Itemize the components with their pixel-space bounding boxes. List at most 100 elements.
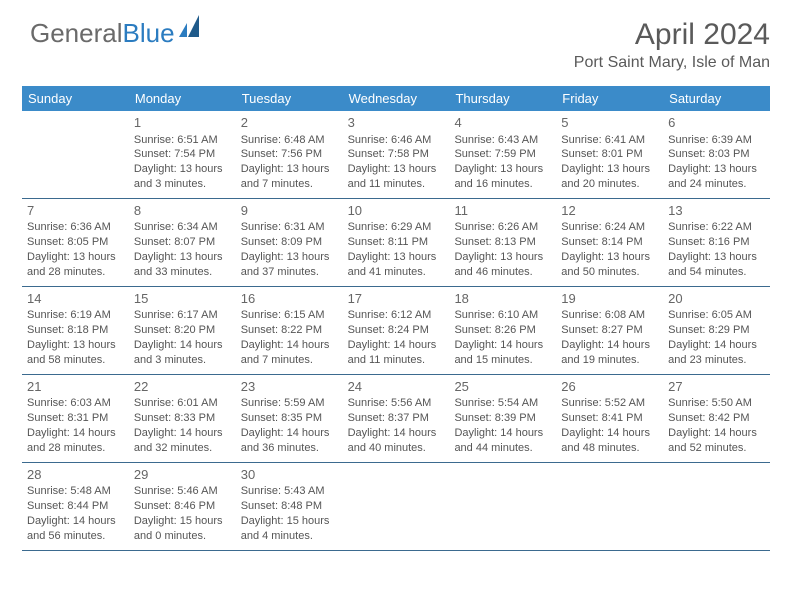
weekday-header-row: SundayMondayTuesdayWednesdayThursdayFrid… bbox=[22, 86, 770, 111]
day-number: 13 bbox=[668, 202, 765, 220]
sunrise-line: Sunrise: 6:31 AM bbox=[241, 220, 338, 235]
daylight-line-2: and 16 minutes. bbox=[454, 177, 551, 192]
sunrise-line: Sunrise: 6:51 AM bbox=[134, 133, 231, 148]
daylight-line-2: and 41 minutes. bbox=[348, 265, 445, 280]
day-cell: 26Sunrise: 5:52 AMSunset: 8:41 PMDayligh… bbox=[556, 375, 663, 462]
sunset-line: Sunset: 8:13 PM bbox=[454, 235, 551, 250]
daylight-line-1: Daylight: 13 hours bbox=[561, 250, 658, 265]
day-cell: 6Sunrise: 6:39 AMSunset: 8:03 PMDaylight… bbox=[663, 111, 770, 198]
day-cell bbox=[556, 463, 663, 550]
sunrise-line: Sunrise: 6:01 AM bbox=[134, 396, 231, 411]
day-cell: 29Sunrise: 5:46 AMSunset: 8:46 PMDayligh… bbox=[129, 463, 236, 550]
weekday-header: Monday bbox=[129, 86, 236, 111]
sunset-line: Sunset: 8:41 PM bbox=[561, 411, 658, 426]
sunset-line: Sunset: 8:31 PM bbox=[27, 411, 124, 426]
day-cell: 25Sunrise: 5:54 AMSunset: 8:39 PMDayligh… bbox=[449, 375, 556, 462]
logo-text-2: Blue bbox=[123, 18, 175, 49]
sunrise-line: Sunrise: 6:03 AM bbox=[27, 396, 124, 411]
daylight-line-1: Daylight: 13 hours bbox=[27, 338, 124, 353]
daylight-line-1: Daylight: 14 hours bbox=[454, 338, 551, 353]
sunrise-line: Sunrise: 6:41 AM bbox=[561, 133, 658, 148]
daylight-line-2: and 7 minutes. bbox=[241, 177, 338, 192]
day-cell: 7Sunrise: 6:36 AMSunset: 8:05 PMDaylight… bbox=[22, 199, 129, 286]
daylight-line-2: and 15 minutes. bbox=[454, 353, 551, 368]
day-number: 22 bbox=[134, 378, 231, 396]
day-cell: 1Sunrise: 6:51 AMSunset: 7:54 PMDaylight… bbox=[129, 111, 236, 198]
day-number: 24 bbox=[348, 378, 445, 396]
sunrise-line: Sunrise: 5:46 AM bbox=[134, 484, 231, 499]
week-row: 21Sunrise: 6:03 AMSunset: 8:31 PM Dayligh… bbox=[22, 375, 770, 463]
sunrise-line: Sunrise: 5:56 AM bbox=[348, 396, 445, 411]
daylight-line-2: and 3 minutes. bbox=[134, 177, 231, 192]
daylight-line-2: and 11 minutes. bbox=[348, 353, 445, 368]
day-number: 4 bbox=[454, 114, 551, 132]
sunrise-line: Sunrise: 5:54 AM bbox=[454, 396, 551, 411]
sunrise-line: Sunrise: 6:15 AM bbox=[241, 308, 338, 323]
daylight-line-2: and 48 minutes. bbox=[561, 441, 658, 456]
sunrise-line: Sunrise: 5:48 AM bbox=[27, 484, 124, 499]
daylight-line-1: Daylight: 15 hours bbox=[241, 514, 338, 529]
day-number: 10 bbox=[348, 202, 445, 220]
weekday-header: Friday bbox=[556, 86, 663, 111]
daylight-line-1: Daylight: 13 hours bbox=[668, 162, 765, 177]
sunrise-line: Sunrise: 6:39 AM bbox=[668, 133, 765, 148]
day-number: 1 bbox=[134, 114, 231, 132]
daylight-line-1: Daylight: 15 hours bbox=[134, 514, 231, 529]
day-number: 17 bbox=[348, 290, 445, 308]
day-number: 9 bbox=[241, 202, 338, 220]
day-number: 21 bbox=[27, 378, 124, 396]
sunset-line: Sunset: 8:09 PM bbox=[241, 235, 338, 250]
daylight-line-1: Daylight: 14 hours bbox=[348, 338, 445, 353]
day-cell: 11Sunrise: 6:26 AMSunset: 8:13 PMDayligh… bbox=[449, 199, 556, 286]
sunrise-line: Sunrise: 6:05 AM bbox=[668, 308, 765, 323]
sunset-line: Sunset: 8:22 PM bbox=[241, 323, 338, 338]
daylight-line-2: and 37 minutes. bbox=[241, 265, 338, 280]
daylight-line-2: and 58 minutes. bbox=[27, 353, 124, 368]
week-row: 7Sunrise: 6:36 AMSunset: 8:05 PMDaylight… bbox=[22, 199, 770, 287]
day-cell: 13Sunrise: 6:22 AMSunset: 8:16 PMDayligh… bbox=[663, 199, 770, 286]
day-number: 18 bbox=[454, 290, 551, 308]
day-number: 7 bbox=[27, 202, 124, 220]
sunset-line: Sunset: 8:33 PM bbox=[134, 411, 231, 426]
day-cell: 14Sunrise: 6:19 AMSunset: 8:18 PMDayligh… bbox=[22, 287, 129, 374]
logo-text-1: General bbox=[30, 18, 123, 49]
daylight-line-2: and 50 minutes. bbox=[561, 265, 658, 280]
day-cell: 22Sunrise: 6:01 AMSunset: 8:33 PMDayligh… bbox=[129, 375, 236, 462]
day-number: 12 bbox=[561, 202, 658, 220]
daylight-line-1: Daylight: 14 hours bbox=[27, 514, 124, 529]
logo-chart-icon bbox=[179, 13, 207, 44]
day-number: 29 bbox=[134, 466, 231, 484]
daylight-line-2: and 24 minutes. bbox=[668, 177, 765, 192]
daylight-line-1: Daylight: 13 hours bbox=[348, 250, 445, 265]
sunrise-line: Sunrise: 6:26 AM bbox=[454, 220, 551, 235]
daylight-line-1: Daylight: 14 hours bbox=[454, 426, 551, 441]
day-cell bbox=[663, 463, 770, 550]
sunset-line: Sunset: 8:16 PM bbox=[668, 235, 765, 250]
day-cell: 24Sunrise: 5:56 AMSunset: 8:37 PMDayligh… bbox=[343, 375, 450, 462]
day-number: 25 bbox=[454, 378, 551, 396]
sunrise-line: Sunrise: 6:24 AM bbox=[561, 220, 658, 235]
sunrise-line: Sunrise: 5:52 AM bbox=[561, 396, 658, 411]
daylight-line-2: and 28 minutes. bbox=[27, 441, 124, 456]
day-cell: 19Sunrise: 6:08 AMSunset: 8:27 PMDayligh… bbox=[556, 287, 663, 374]
sunrise-line: Sunrise: 6:19 AM bbox=[27, 308, 124, 323]
sunrise-line: Sunrise: 6:10 AM bbox=[454, 308, 551, 323]
sunrise-line: Sunrise: 6:43 AM bbox=[454, 133, 551, 148]
sunset-line: Sunset: 8:42 PM bbox=[668, 411, 765, 426]
day-number: 28 bbox=[27, 466, 124, 484]
daylight-line-2: and 54 minutes. bbox=[668, 265, 765, 280]
sunrise-line: Sunrise: 5:43 AM bbox=[241, 484, 338, 499]
weekday-header: Wednesday bbox=[343, 86, 450, 111]
daylight-line-1: Daylight: 14 hours bbox=[668, 426, 765, 441]
daylight-line-2: and 32 minutes. bbox=[134, 441, 231, 456]
daylight-line-1: Daylight: 13 hours bbox=[134, 250, 231, 265]
weeks-container: 1Sunrise: 6:51 AMSunset: 7:54 PMDaylight… bbox=[22, 111, 770, 551]
daylight-line-2: and 52 minutes. bbox=[668, 441, 765, 456]
daylight-line-2: and 3 minutes. bbox=[134, 353, 231, 368]
weekday-header: Tuesday bbox=[236, 86, 343, 111]
sunset-line: Sunset: 8:26 PM bbox=[454, 323, 551, 338]
daylight-line-1: Daylight: 14 hours bbox=[348, 426, 445, 441]
day-cell bbox=[22, 111, 129, 198]
sunset-line: Sunset: 8:39 PM bbox=[454, 411, 551, 426]
daylight-line-1: Daylight: 14 hours bbox=[134, 426, 231, 441]
